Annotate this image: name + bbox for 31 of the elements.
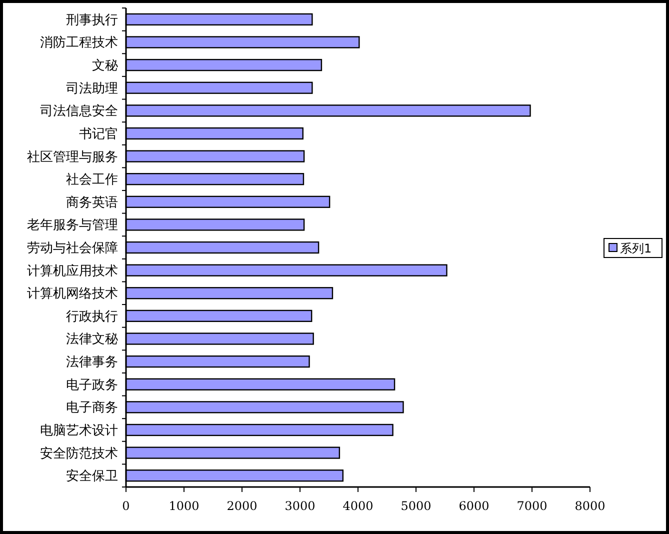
y-tick-label: 电子商务 bbox=[66, 400, 118, 416]
y-tick-label: 电子政务 bbox=[66, 378, 118, 393]
x-tick-label: 7000 bbox=[516, 499, 548, 513]
x-tick-label: 4000 bbox=[342, 499, 374, 513]
y-tick-label: 消防工程技术 bbox=[40, 36, 118, 51]
x-tick-label: 8000 bbox=[574, 499, 606, 513]
y-tick-label: 老年服务与管理 bbox=[27, 218, 118, 234]
y-tick-label: 社区管理与服务 bbox=[27, 150, 118, 165]
y-tick-label: 社会工作 bbox=[66, 172, 118, 188]
y-tick-label: 司法信息安全 bbox=[40, 103, 118, 120]
y-tick-label: 安全防范技术 bbox=[40, 445, 118, 462]
x-tick-label: 0 bbox=[122, 499, 130, 513]
y-tick-label: 书记官 bbox=[79, 126, 118, 142]
y-tick-label: 司法助理 bbox=[66, 81, 118, 96]
legend-label: 系列1 bbox=[620, 242, 652, 256]
x-tick-label: 2000 bbox=[226, 499, 258, 513]
x-tick-label: 5000 bbox=[400, 499, 432, 513]
y-tick-label: 行政执行 bbox=[66, 309, 118, 324]
y-tick-label: 安全保卫 bbox=[66, 468, 118, 484]
x-tick-label: 1000 bbox=[168, 499, 200, 513]
y-tick-label: 电脑艺术设计 bbox=[40, 423, 118, 438]
y-tick-label: 计算机网络技术 bbox=[27, 286, 118, 302]
y-tick-label: 劳动与社会保障 bbox=[27, 241, 118, 256]
y-tick-label: 法律文秘 bbox=[66, 332, 118, 348]
y-tick-label: 法律事务 bbox=[66, 355, 118, 370]
y-tick-label: 商务英语 bbox=[66, 195, 118, 210]
y-tick-label: 计算机应用技术 bbox=[27, 262, 118, 279]
y-tick-label: 文秘 bbox=[92, 58, 118, 74]
x-tick-label: 6000 bbox=[458, 499, 490, 513]
x-tick-label: 3000 bbox=[284, 499, 316, 513]
y-tick-label: 刑事执行 bbox=[66, 12, 118, 28]
